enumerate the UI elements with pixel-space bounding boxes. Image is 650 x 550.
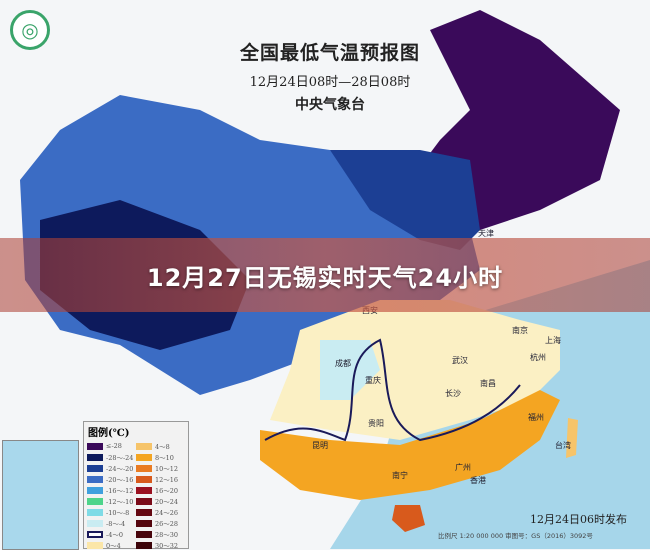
legend-label: ≤-28: [106, 442, 122, 450]
city-label: 长沙: [445, 389, 461, 398]
hainan: [392, 505, 425, 532]
legend-label: -20～-16: [106, 476, 134, 484]
legend-label: 28～30: [155, 531, 179, 539]
legend-item: 24～26: [136, 507, 185, 517]
legend-label: 0～4: [106, 542, 121, 550]
legend-item: 4～8: [136, 441, 185, 451]
legend-swatch: [87, 497, 103, 505]
city-label: 天津: [478, 229, 494, 238]
map-period: 12月24日08时—28日08时: [249, 75, 411, 90]
legend-swatch: [87, 519, 103, 527]
city-label: 南宁: [392, 471, 408, 480]
legend-label: -8～-4: [106, 520, 126, 528]
legend-label: 26～28: [155, 520, 179, 528]
legend-swatch: [136, 453, 152, 461]
legend-swatch: [136, 497, 152, 505]
legend-label: 4～8: [155, 443, 170, 451]
legend: 图例(℃) ≤-28 4～8 -28～-24 8～10 -24～-20 10～12 -20～…: [83, 421, 189, 550]
legend-label: 10～12: [155, 465, 179, 473]
legend-title: 图例(℃): [88, 428, 130, 439]
legend-label: 30～32: [155, 542, 179, 550]
map-agency: 中央气象台: [295, 97, 365, 113]
legend-swatch: [136, 530, 152, 538]
map-title-block: 全国最低气温预报图 12月24日08时—28日08时 中央气象台: [200, 38, 460, 114]
legend-swatch: [87, 442, 103, 450]
city-label: 广州: [455, 463, 471, 472]
city-label: 重庆: [365, 376, 381, 385]
legend-item: -24～-20: [87, 463, 136, 473]
legend-swatch: [87, 453, 103, 461]
legend-label: 8～10: [155, 454, 174, 462]
scale-note: 比例尺 1:20 000 000 审图号：GS（2016）3092号: [438, 532, 593, 540]
region-north: [330, 150, 480, 250]
legend-label: 24～26: [155, 509, 179, 517]
legend-item: 28～30: [136, 529, 185, 539]
legend-swatch: [87, 475, 103, 483]
legend-item: -16～-12: [87, 485, 136, 495]
legend-swatch: [136, 475, 152, 483]
legend-item: 0～4: [87, 540, 136, 550]
legend-swatch: [136, 519, 152, 527]
legend-label: -4～0: [106, 531, 123, 539]
legend-label: -24～-20: [106, 465, 134, 473]
map-title: 全国最低气温预报图: [239, 42, 420, 64]
legend-label: 16～20: [155, 487, 179, 495]
cma-logo: ◎: [10, 10, 50, 50]
legend-label: 20～24: [155, 498, 179, 506]
legend-swatch: [87, 508, 103, 516]
city-label: 福州: [528, 413, 544, 422]
legend-swatch: [136, 464, 152, 472]
headline: 12月27日无锡实时天气24小时: [146, 263, 504, 292]
legend-item: 12～16: [136, 474, 185, 484]
headline-banner: 12月27日无锡实时天气24小时: [0, 238, 650, 312]
legend-item: 30～32: [136, 540, 185, 550]
legend-item: -10～-8: [87, 507, 136, 517]
legend-swatch: [87, 541, 103, 549]
isotherm-0: [264, 338, 521, 442]
legend-label: 12～16: [155, 476, 179, 484]
legend-item: -28～-24: [87, 452, 136, 462]
legend-item: 8～10: [136, 452, 185, 462]
city-label: 香港: [470, 476, 486, 485]
taiwan: [566, 418, 578, 458]
legend-swatch: [136, 508, 152, 516]
legend-swatch: [136, 442, 152, 450]
legend-swatch: [87, 530, 103, 538]
region-south: [260, 390, 560, 500]
legend-swatch: [87, 486, 103, 494]
legend-item: 16～20: [136, 485, 185, 495]
legend-item: 10～12: [136, 463, 185, 473]
legend-item: -4～0: [87, 529, 136, 539]
legend-item: -8～-4: [87, 518, 136, 528]
legend-label: -10～-8: [106, 509, 130, 517]
city-label: 武汉: [452, 356, 468, 365]
city-label: 杭州: [530, 353, 546, 362]
legend-swatch: [136, 486, 152, 494]
legend-label: -28～-24: [106, 454, 134, 462]
city-label: 昆明: [312, 441, 328, 450]
legend-label: -16～-12: [106, 487, 134, 495]
region-mid: [270, 300, 560, 440]
city-label: 台湾: [555, 441, 571, 450]
legend-swatch: [136, 541, 152, 549]
legend-item: -12～-10: [87, 496, 136, 506]
legend-item: ≤-28: [87, 441, 136, 451]
legend-item: -20～-16: [87, 474, 136, 484]
legend-item: 20～24: [136, 496, 185, 506]
south-china-sea-inset: [2, 440, 79, 550]
city-label: 成都: [335, 359, 351, 368]
city-label: 南昌: [480, 379, 496, 388]
publish-time: 12月24日06时发布: [530, 513, 627, 526]
legend-label: -12～-10: [106, 498, 134, 506]
legend-item: 26～28: [136, 518, 185, 528]
city-label: 上海: [545, 336, 561, 345]
region-sw: [320, 340, 380, 400]
legend-swatch: [87, 464, 103, 472]
city-label: 南京: [512, 326, 528, 335]
city-label: 贵阳: [368, 419, 384, 428]
